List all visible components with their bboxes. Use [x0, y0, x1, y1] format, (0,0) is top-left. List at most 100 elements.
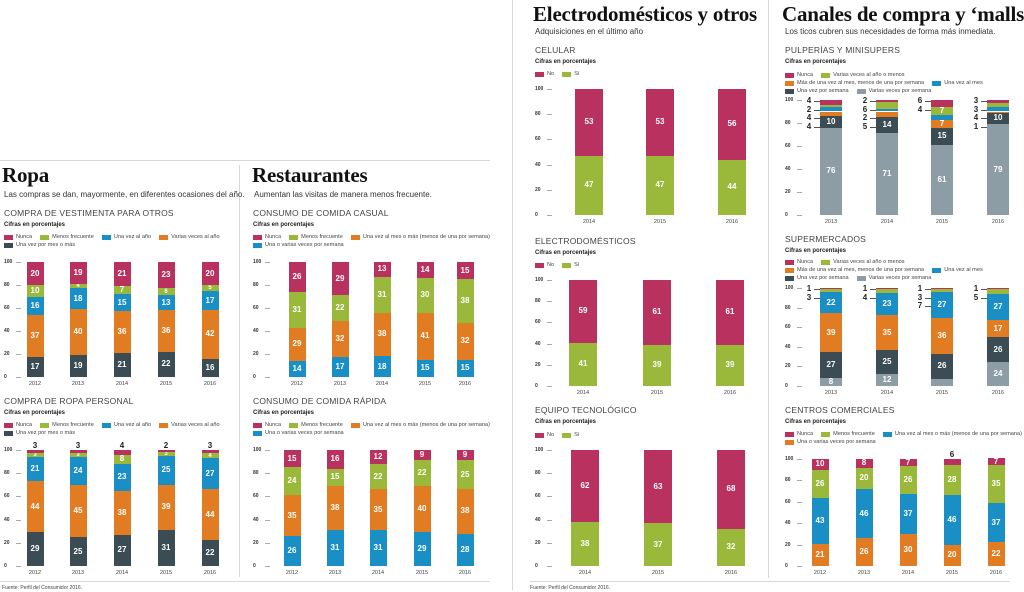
data-label: 27 — [937, 300, 947, 310]
bar-segment-nunca — [26, 262, 44, 285]
bar-segment-nunca — [987, 100, 1009, 104]
bar-segment-una-vez-al-ano — [26, 456, 44, 482]
y-tick-mark — [797, 192, 802, 193]
data-label: 25 — [73, 546, 83, 556]
legend-label: No — [547, 262, 555, 268]
data-label: 22 — [373, 471, 383, 481]
bar-segment-menos-frecuente — [113, 454, 131, 464]
data-label-outside: 3 — [75, 441, 81, 450]
data-label: 62 — [580, 480, 590, 490]
y-tick-label: 100 — [785, 285, 794, 291]
y-tick-mark — [797, 346, 802, 348]
legend-swatch — [101, 422, 111, 428]
leader-line — [981, 118, 987, 119]
data-label: 79 — [993, 164, 1003, 174]
bar-segment-una-vez-al-mes-o-mas-menos-de-una-por-semana — [283, 495, 301, 536]
x-tick-label: 2016 — [725, 219, 739, 225]
data-label: 12 — [373, 451, 383, 461]
legend-swatch — [4, 242, 13, 248]
legend-swatch — [253, 430, 262, 436]
y-tick-label: 80 — [4, 470, 10, 477]
y-tick-label: 40 — [535, 161, 541, 168]
y-tick-label: 60 — [785, 498, 791, 505]
bar-segment-una-vez-al-mes-o-mas-menos-de-una-por-semana — [326, 485, 344, 531]
data-label: 30 — [420, 290, 430, 300]
bar-segment-menos-frecuente — [201, 285, 219, 291]
bar-segment-una-vez-por-mes-o-mas — [201, 540, 219, 566]
data-label-side: 3 — [973, 96, 979, 105]
y-tick-mark — [16, 496, 21, 498]
data-label: 26 — [292, 271, 302, 281]
section-title-restaurantes: Restaurantes — [252, 163, 368, 187]
bar-segment-no — [575, 89, 603, 156]
data-label: 26 — [903, 475, 913, 485]
data-label: 23 — [117, 472, 127, 482]
data-label: 9 — [419, 450, 425, 460]
bar-segment-si — [643, 344, 671, 386]
data-label: 20 — [30, 268, 40, 278]
data-label: 17 — [30, 362, 40, 372]
x-tick-label: 2014 — [371, 570, 385, 576]
y-tick-label: 20 — [785, 363, 791, 370]
legend-label: Nunca — [16, 422, 33, 428]
data-label: 28 — [460, 544, 470, 554]
bar-segment-una-vez-al-mes-o-mas-menos-de-una-por-semana — [987, 502, 1005, 543]
data-label-side: 5 — [973, 292, 979, 302]
data-label: 25 — [882, 356, 892, 366]
data-label-side: 1 — [973, 284, 979, 293]
data-label: 40 — [73, 327, 83, 337]
data-label: 12 — [882, 375, 892, 385]
bar-segment-una-o-varias-veces-por-semana — [811, 543, 829, 566]
data-label: 25 — [460, 469, 470, 479]
y-tick-label: 100 — [785, 97, 794, 103]
y-tick-label: 40 — [4, 328, 10, 334]
bar-segment-menos-frecuente — [69, 453, 87, 457]
y-tick-label: 0 — [785, 212, 788, 218]
x-tick-label: 2016 — [989, 570, 1003, 576]
bar-segment-menos-frecuente — [899, 466, 917, 495]
y-tick-label: 100 — [535, 447, 544, 453]
y-tick-mark — [547, 496, 552, 498]
legend-item-si: Sí — [562, 262, 579, 268]
data-label: 44 — [727, 182, 737, 192]
chart-legend: Nunca Menos frecuente Una vez al año Varias… — [4, 234, 234, 248]
bar-segment-una-vez-al-mes-o-mas-menos-de-una-por-semana — [855, 488, 873, 539]
data-label: 26 — [937, 361, 947, 371]
y-tick-label: 100 — [535, 277, 544, 283]
y-tick-mark — [265, 308, 270, 309]
y-tick-label: 80 — [253, 470, 259, 477]
data-label: 39 — [161, 502, 171, 512]
bar-segment-nunca — [899, 459, 917, 467]
legend-label: Una vez al mes — [944, 80, 983, 86]
chart-title: SUPERMERCADOS — [785, 234, 867, 244]
x-tick-label: 2015 — [935, 390, 949, 396]
data-label: 8 — [828, 377, 834, 387]
bar-segment-una-vez-al-mes — [931, 114, 953, 120]
y-tick-mark — [797, 544, 802, 546]
legend-label: Una o varias veces por semana — [265, 242, 344, 248]
x-tick-label: 2012 — [28, 570, 42, 576]
data-label-side: 2 — [862, 113, 868, 122]
data-label: 30 — [903, 544, 913, 554]
data-label: 38 — [377, 329, 387, 339]
leader-line — [981, 297, 987, 299]
data-label: 29 — [292, 339, 302, 349]
data-label: 15 — [420, 363, 430, 373]
leader-line — [814, 101, 820, 102]
legend-swatch — [4, 430, 13, 436]
bar-segment-una-vez-por-mes-o-mas — [69, 355, 87, 377]
bar-segment-una-vez-al-ano — [113, 463, 131, 491]
x-tick-label: 2014 — [375, 381, 389, 387]
bar-segment-una-vez-al-mes-o-mas-menos-de-una-por-semana — [456, 489, 474, 534]
x-tick-label: 2015 — [945, 570, 959, 576]
bar-segment-una-o-varias-veces-por-semana — [855, 538, 873, 566]
bar-segment-menos-frecuente — [373, 276, 391, 313]
legend-swatch — [785, 439, 794, 445]
bar-segment-menos-frecuente — [113, 286, 131, 295]
data-label: 35 — [991, 479, 1001, 489]
data-label: 10 — [30, 285, 40, 295]
y-tick-label: 40 — [785, 343, 791, 350]
x-tick-label: 2013 — [824, 219, 838, 225]
y-tick-mark — [547, 189, 552, 191]
